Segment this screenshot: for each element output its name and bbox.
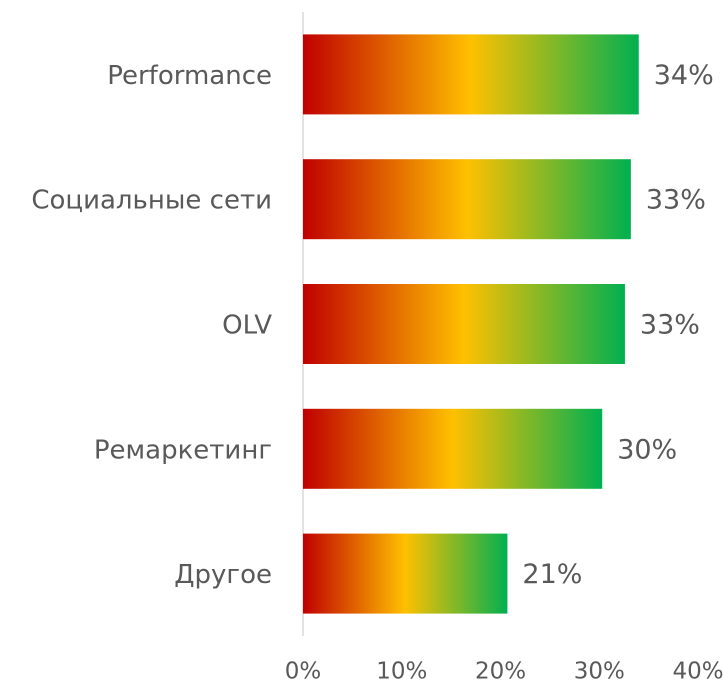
x-tick-label: 20% bbox=[475, 659, 526, 685]
bar bbox=[303, 159, 631, 240]
y-tick-label: Ремаркетинг bbox=[94, 435, 272, 465]
value-label: 34% bbox=[654, 60, 714, 91]
bar bbox=[303, 408, 603, 489]
value-label: 33% bbox=[646, 185, 706, 216]
bar bbox=[303, 533, 508, 614]
value-label: 30% bbox=[617, 434, 677, 465]
bar bbox=[303, 284, 625, 364]
y-tick-label: Performance bbox=[107, 61, 272, 91]
y-tick-label: OLV bbox=[222, 311, 272, 341]
x-tick-label: 10% bbox=[376, 659, 427, 685]
value-label: 21% bbox=[522, 559, 582, 590]
bar bbox=[303, 34, 639, 115]
x-tick-label: 40% bbox=[672, 659, 723, 685]
x-tick-label: 0% bbox=[285, 659, 322, 685]
y-tick-label: Социальные сети bbox=[31, 186, 272, 216]
value-label: 33% bbox=[640, 310, 700, 341]
x-tick-label: 30% bbox=[574, 659, 625, 685]
y-tick-label: Другое bbox=[174, 560, 272, 590]
